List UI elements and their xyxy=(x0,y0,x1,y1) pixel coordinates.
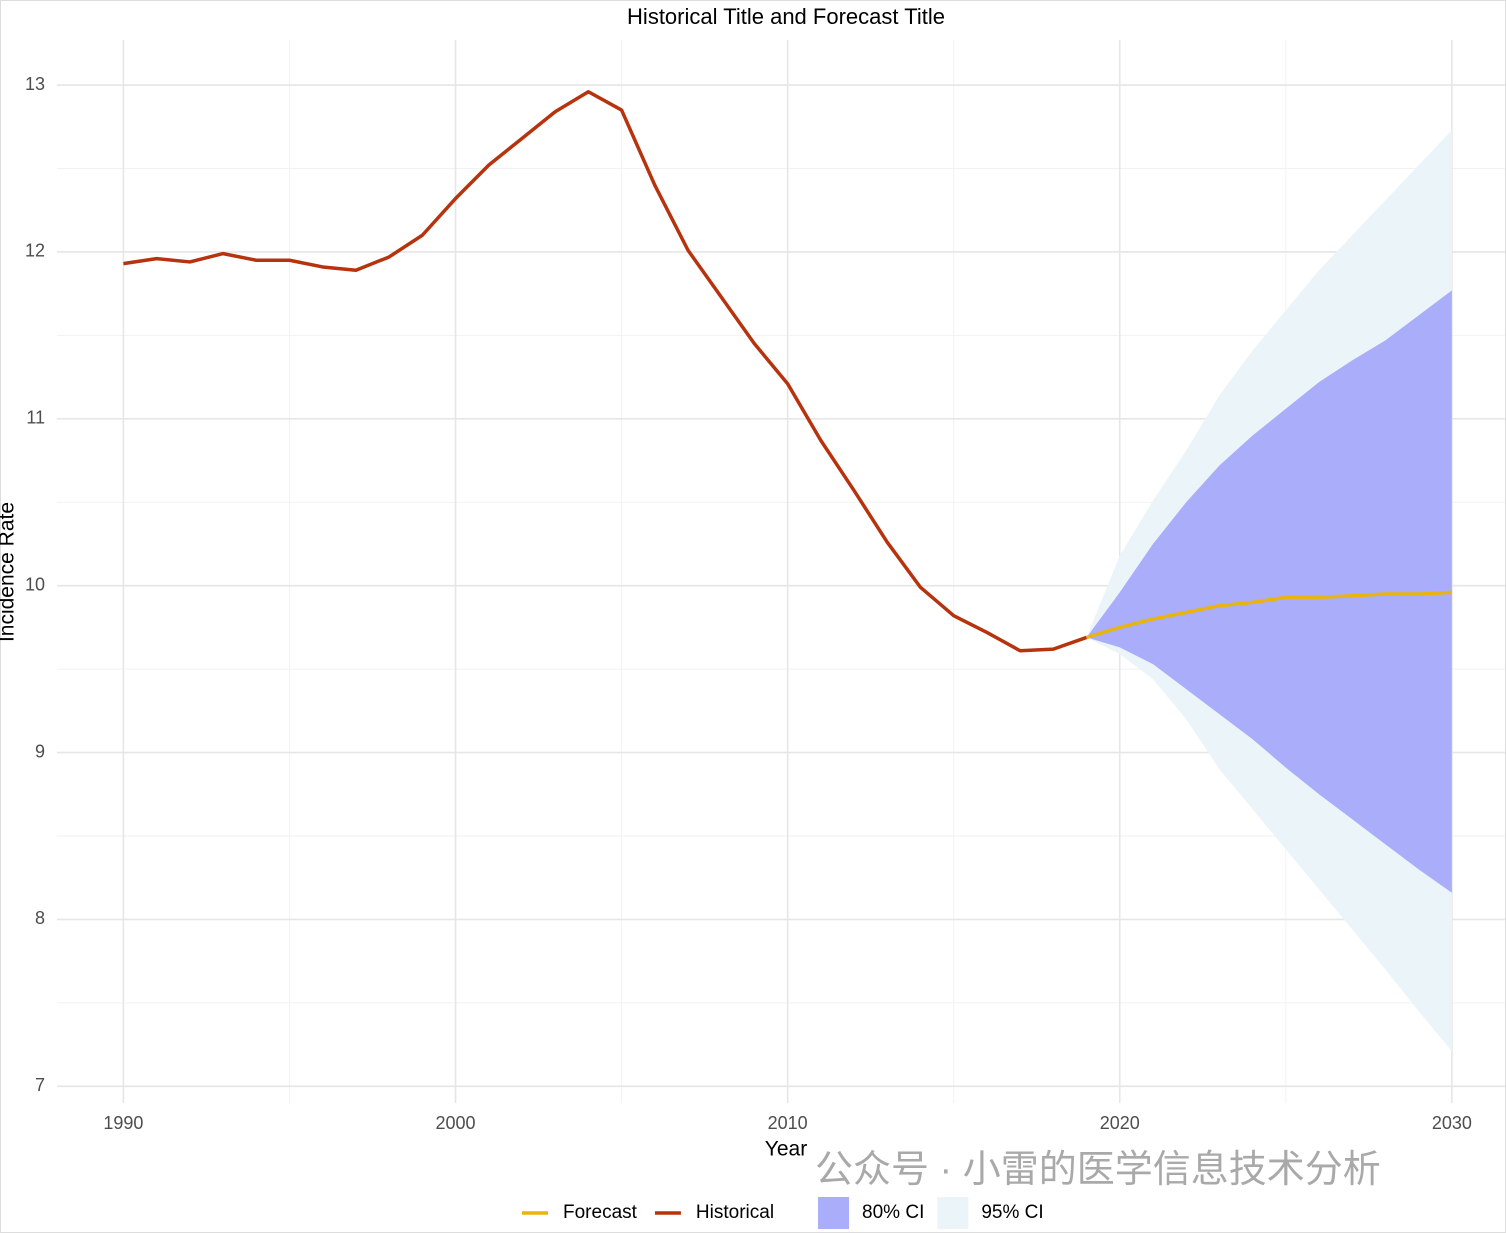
x-tick-label: 2030 xyxy=(1432,1113,1472,1133)
y-tick-label: 7 xyxy=(35,1075,45,1095)
legend-swatch xyxy=(937,1197,969,1229)
y-tick-label: 12 xyxy=(25,241,45,261)
legend-label: 95% CI xyxy=(981,1202,1043,1223)
y-tick-label: 10 xyxy=(25,574,45,594)
x-tick-label: 2010 xyxy=(768,1113,808,1133)
y-tick-label: 9 xyxy=(35,741,45,761)
chart-title: Historical Title and Forecast Title xyxy=(627,4,945,29)
y-axis-label: Incidence Rate xyxy=(0,502,19,642)
y-tick-label: 13 xyxy=(25,74,45,94)
confidence-band xyxy=(1086,290,1452,893)
x-tick-label: 2020 xyxy=(1100,1113,1140,1133)
x-tick-label: 1990 xyxy=(103,1113,143,1133)
watermark: 公众号 · 小雷的医学信息技术分析 xyxy=(815,1149,1381,1191)
y-tick-label: 8 xyxy=(35,908,45,928)
x-tick-label: 2000 xyxy=(436,1113,476,1133)
x-axis-label: Year xyxy=(765,1138,807,1161)
legend-label: Historical xyxy=(696,1202,774,1223)
y-tick-label: 11 xyxy=(26,408,45,428)
legend-swatch xyxy=(818,1197,850,1229)
series-line xyxy=(1086,590,1452,640)
legend-label: 80% CI xyxy=(862,1202,924,1223)
series-line xyxy=(123,89,1088,653)
legend-label: Forecast xyxy=(563,1202,638,1223)
